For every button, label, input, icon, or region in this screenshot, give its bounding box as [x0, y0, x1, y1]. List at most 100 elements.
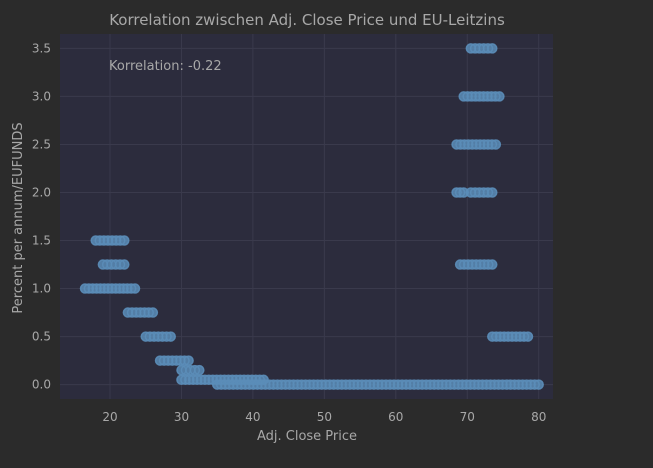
scatter-point [189, 364, 201, 376]
scatter-point [125, 283, 137, 294]
scatter-point [102, 283, 114, 294]
scatter-point [356, 379, 368, 390]
scatter-point [102, 235, 114, 246]
scatter-point [380, 379, 392, 390]
scatter-point [449, 379, 460, 390]
scatter-point [384, 379, 396, 390]
scatter-point [451, 139, 462, 150]
scatter-point [462, 91, 473, 102]
scatter-point [203, 374, 215, 386]
scatter-point [300, 379, 311, 390]
point-cluster [140, 331, 176, 342]
scatter-point [494, 331, 506, 342]
scatter-point [376, 379, 388, 390]
scatter-point [470, 91, 481, 102]
y-tick-label: 3.5 [32, 41, 51, 55]
scatter-point [478, 259, 490, 270]
scatter-point [487, 331, 498, 342]
scatter-point [118, 283, 129, 294]
scatter-point [264, 379, 275, 390]
scatter-point [372, 379, 384, 390]
scatter-point [114, 259, 126, 270]
scatter-point [352, 379, 364, 390]
scatter-point [392, 379, 404, 390]
scatter-point [437, 379, 448, 390]
scatter-point [487, 187, 498, 198]
scatter-point [458, 91, 469, 102]
scatter-point [90, 235, 101, 246]
scatter-point [368, 379, 380, 390]
scatter-point [191, 374, 203, 386]
point-cluster [465, 187, 498, 198]
scatter-point [236, 379, 247, 390]
scatter-point [525, 379, 536, 390]
plot-area [60, 34, 553, 399]
scatter-point [474, 91, 485, 102]
scatter-point [195, 374, 207, 386]
scatter-point [497, 379, 508, 390]
point-cluster [451, 139, 502, 150]
scatter-point [158, 355, 170, 366]
scatter-point [98, 235, 110, 246]
scatter-point [312, 379, 323, 390]
scatter-point [223, 379, 235, 390]
scatter-point [465, 379, 476, 390]
correlation-annotation: Korrelation: -0.22 [109, 59, 222, 74]
scatter-point [348, 379, 360, 390]
scatter-point [432, 379, 444, 390]
scatter-point [501, 379, 512, 390]
x-tick-label: 20 [102, 410, 117, 424]
scatter-point [244, 379, 255, 390]
scatter-point [478, 139, 490, 150]
x-tick-label: 30 [174, 410, 189, 424]
scatter-point [470, 139, 482, 150]
scatter-point [232, 379, 243, 390]
scatter-point [463, 139, 474, 150]
scatter-point [260, 379, 271, 390]
scatter-points [79, 43, 544, 390]
point-cluster [90, 235, 130, 246]
scatter-point [455, 139, 466, 150]
scatter-point [412, 379, 424, 390]
scatter-point [453, 379, 464, 390]
scatter-point [268, 379, 279, 390]
scatter-point [487, 259, 498, 270]
scatter-point [129, 283, 141, 294]
point-cluster [211, 379, 544, 390]
point-cluster [458, 91, 505, 102]
scatter-point [420, 379, 432, 390]
scatter-point [106, 235, 118, 246]
scatter-point [215, 379, 227, 390]
scatter-point [304, 379, 315, 390]
scatter-point [308, 379, 319, 390]
scatter-point [487, 43, 498, 54]
scatter-point [416, 379, 428, 390]
scatter-point [505, 379, 516, 390]
scatter-point [165, 331, 176, 342]
point-cluster [176, 364, 205, 376]
scatter-point [320, 379, 331, 390]
scatter-point [184, 374, 195, 386]
scatter-point [533, 379, 544, 390]
scatter-point [179, 355, 190, 366]
scatter-point [106, 283, 118, 294]
scatter-point [498, 331, 510, 342]
scatter-point [454, 259, 466, 270]
scatter-point [506, 331, 518, 342]
point-cluster [122, 307, 159, 318]
scatter-point [296, 379, 307, 390]
scatter-point [114, 283, 125, 294]
scatter-point [95, 283, 106, 294]
scatter-point [400, 379, 412, 390]
y-tick-label: 0.0 [32, 378, 51, 392]
point-cluster [487, 331, 534, 342]
scatter-point [240, 379, 251, 390]
scatter-point [521, 379, 532, 390]
scatter-point [396, 379, 408, 390]
scatter-point [360, 379, 372, 390]
scatter-point [219, 379, 231, 390]
scatter-point [332, 379, 344, 390]
scatter-point [510, 331, 522, 342]
scatter-point [94, 235, 106, 246]
